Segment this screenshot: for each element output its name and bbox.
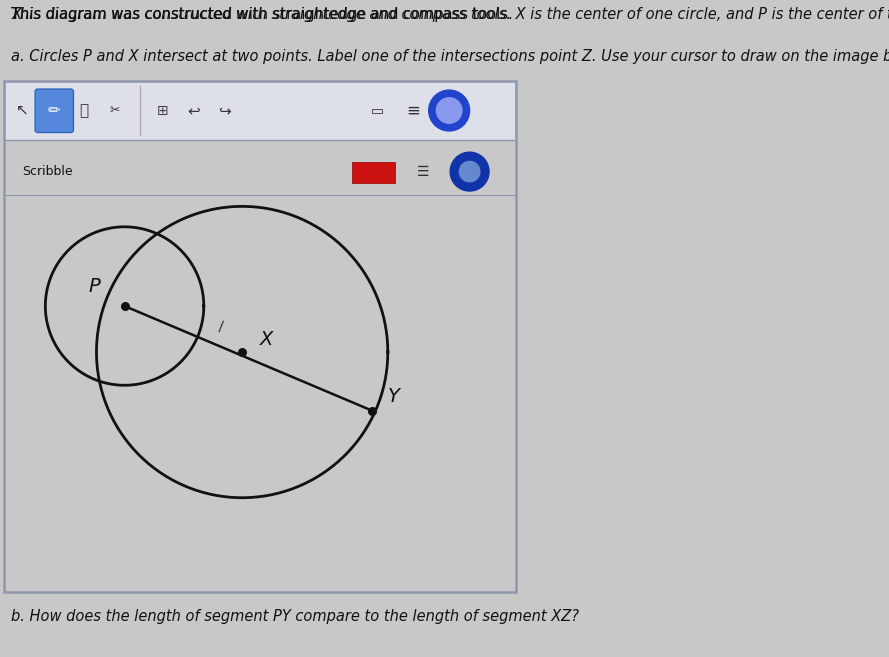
Text: b. How does the length of segment PY compare to the length of segment XZ?: b. How does the length of segment PY com… [12,610,580,624]
Text: ↖: ↖ [16,103,28,118]
Text: ↪: ↪ [218,103,230,118]
Text: ✂: ✂ [109,104,120,117]
Text: ↩: ↩ [188,103,200,118]
Bar [4,81,516,140]
Circle shape [436,98,462,124]
Text: ▭: ▭ [371,104,384,118]
FancyBboxPatch shape [36,89,74,133]
Text: This diagram was constructed with straightedge and compass tools. X is the cente: This diagram was constructed with straig… [12,7,889,22]
Text: X: X [260,330,274,350]
Bar [352,162,396,183]
Text: ≡: ≡ [406,102,420,120]
Text: This diagram was constructed with straightedge and compass tools.: This diagram was constructed with straig… [12,7,518,22]
Circle shape [428,90,469,131]
Circle shape [460,162,480,182]
Text: X: X [12,7,21,22]
Text: ⤡: ⤡ [79,103,88,118]
Text: ✏: ✏ [48,103,60,118]
Text: P: P [88,277,100,296]
Text: Scribble: Scribble [22,165,73,178]
Text: ☰: ☰ [417,165,430,179]
Circle shape [450,152,489,191]
Text: ⊞: ⊞ [157,104,169,118]
Text: a. Circles P and X intersect at two points. Label one of the intersections point: a. Circles P and X intersect at two poin… [12,49,889,64]
Text: Y: Y [388,387,400,406]
